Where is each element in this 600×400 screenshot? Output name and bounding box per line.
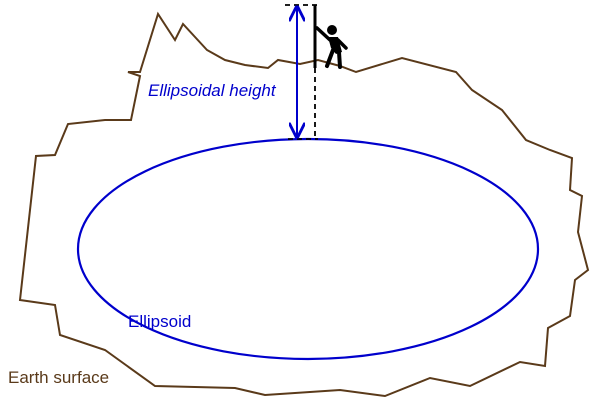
ellipsoid-label: Ellipsoid — [128, 312, 191, 331]
earth-surface — [18, 11, 590, 398]
surface-label: Earth surface — [8, 368, 109, 387]
person-icon — [313, 5, 348, 69]
height-label: Ellipsoidal height — [148, 81, 277, 100]
